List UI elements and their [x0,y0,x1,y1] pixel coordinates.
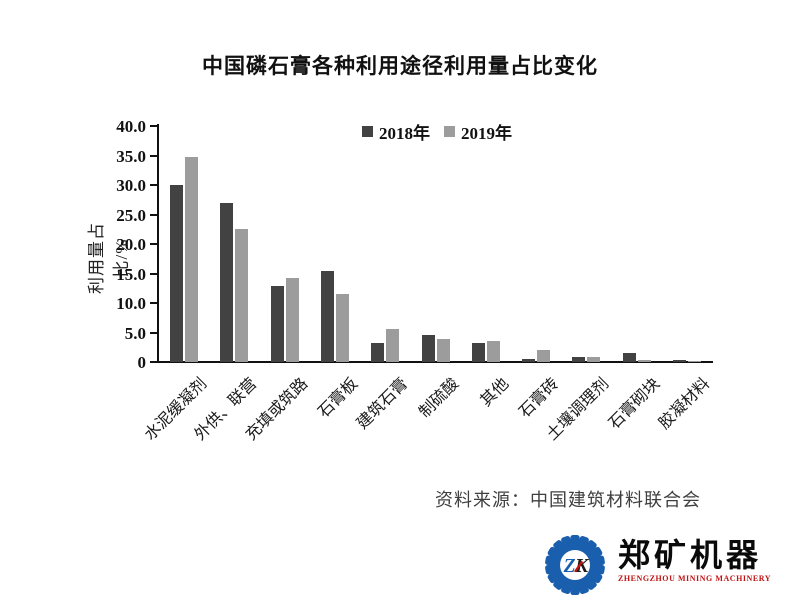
bar-2018年-石膏砖 [522,359,536,362]
logo-letter-z: Z [563,556,576,577]
company-logo: Z K 郑矿机器 ZHENGZHOU MINING MACHINERY [544,534,771,596]
y-tick-label: 15.0 [116,264,146,284]
bar-2018年-其他 [471,343,485,362]
logo-company-name: 郑矿机器 [618,537,763,573]
bar-2018年-石膏板 [320,271,334,362]
x-category-label: 石膏砌块 [605,375,663,433]
source-note: 资料来源：中国建筑材料联合会 [435,490,701,510]
bar-2018年-胶凝材料 [672,360,686,362]
y-tick-mark [150,331,157,334]
legend-swatch-icon [444,126,455,137]
legend-item: 2019年 [444,119,512,144]
gear-logo-icon: Z K [545,535,605,595]
bar-2019年-外供、联营 [235,229,249,362]
x-category-label: 胶凝材料 [655,375,714,433]
bar-2019年-石膏板 [335,294,349,362]
x-category-label: 其他 [477,375,513,410]
y-tick-label: 25.0 [116,205,146,225]
y-tick-mark [150,272,157,275]
bar-2019年-充填或筑路 [285,278,299,362]
x-category-label: 制硫酸 [415,375,462,422]
y-tick-mark [150,213,157,216]
bar-2019年-水泥缓凝剂 [185,157,199,362]
y-axis-line [157,124,159,363]
bar-2018年-制硫酸 [421,335,435,362]
legend-item: 2018年 [362,119,430,144]
bar-2018年-石膏砌块 [622,352,636,362]
y-tick-label: 30.0 [116,176,146,195]
logo-text-block: 郑矿机器 ZHENGZHOU MINING MACHINERY [618,534,771,583]
y-tick-label: 5.0 [124,323,146,343]
y-tick-mark [150,302,157,304]
bar-2019年-胶凝材料 [687,361,701,362]
y-tick-mark [150,154,157,157]
y-tick-label: 20.0 [116,235,146,254]
y-tick-mark [150,184,157,186]
y-tick-mark [150,125,157,127]
y-tick-mark [150,243,157,245]
x-category-label: 建筑石膏 [354,375,412,433]
logo-letter-k: K [574,556,590,577]
bar-2019年-石膏砌块 [637,359,651,362]
bar-2019年-建筑石膏 [386,328,400,362]
bar-2018年-水泥缓凝剂 [170,185,184,362]
bar-2019年-土壤调理剂 [587,356,601,362]
chart-title: 中国磷石膏各种利用途径利用量占比变化 [202,55,598,78]
bar-2019年-制硫酸 [436,338,450,362]
bar-2019年-其他 [486,340,500,362]
bar-2019年-石膏砖 [537,350,551,362]
legend-label: 2018年 [379,124,430,143]
legend-swatch-icon [362,126,373,137]
bar-2018年-充填或筑路 [270,286,284,362]
bar-2018年-土壤调理剂 [572,356,586,362]
y-tick-label: 40.0 [116,117,146,136]
x-axis-line [157,361,713,363]
chart-legend: 2018年 2019年 [362,119,512,144]
y-tick-mark [150,361,157,363]
bar-2018年-建筑石膏 [371,342,385,362]
legend-label: 2019年 [461,124,512,143]
logo-company-subtitle: ZHENGZHOU MINING MACHINERY [618,574,772,583]
bar-2018年-外供、联营 [220,203,234,362]
y-tick-label: 35.0 [116,146,146,166]
y-tick-label: 10.0 [116,294,146,313]
y-tick-label: 0 [137,353,147,372]
